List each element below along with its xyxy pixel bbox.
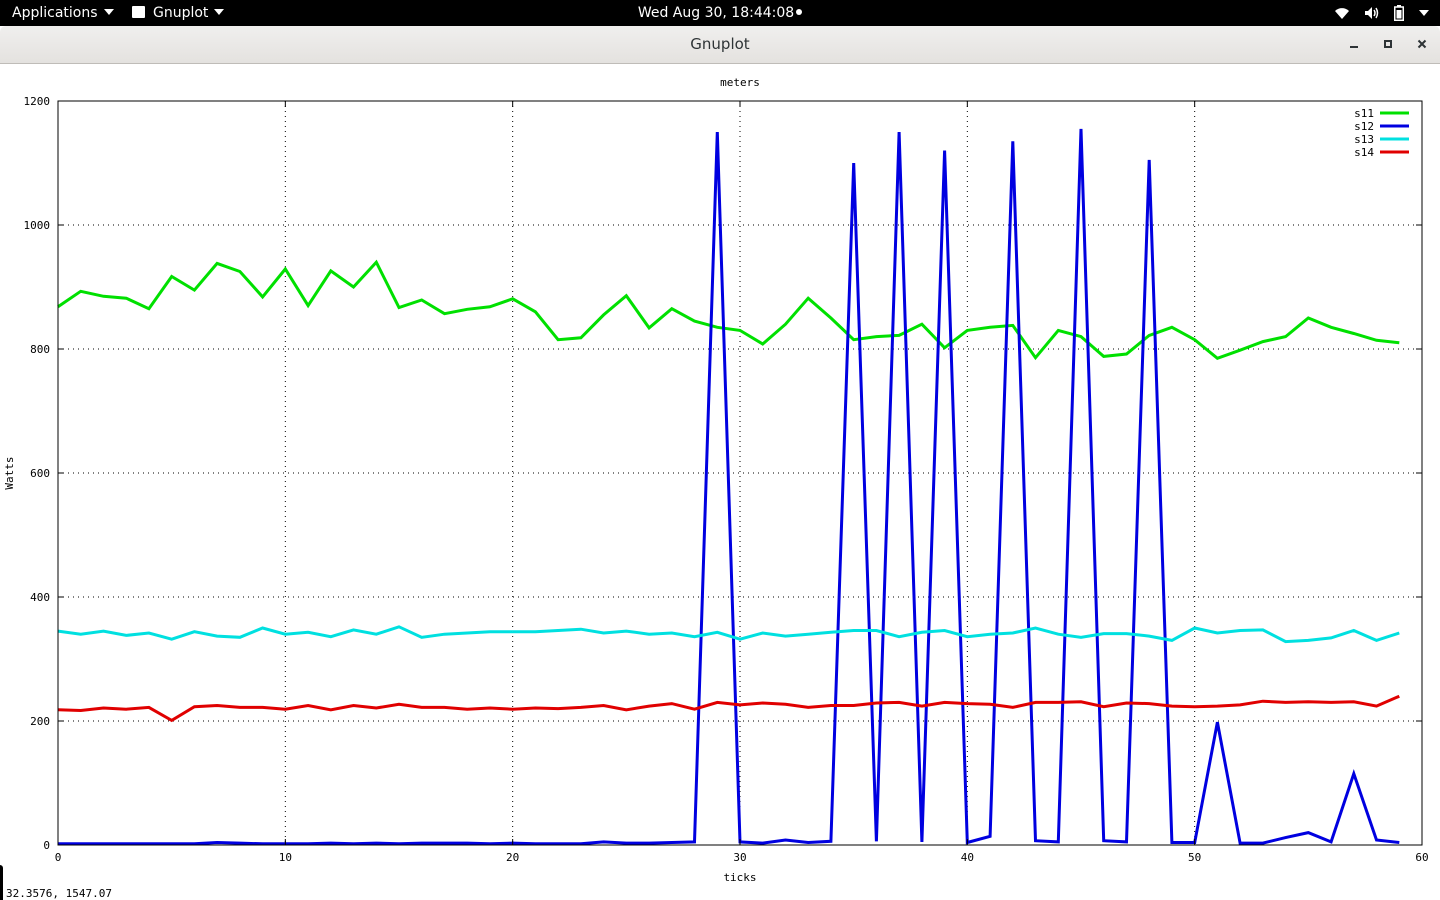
series-line-s12 (58, 128, 1400, 846)
clock[interactable]: Wed Aug 30, 18:44:08 (637, 5, 803, 21)
x-axis-label: ticks (723, 871, 756, 884)
x-tick-label: 50 (1188, 851, 1201, 864)
close-button[interactable] (1410, 32, 1434, 56)
x-tick-label: 0 (55, 851, 62, 864)
y-tick-label: 1200 (24, 95, 51, 108)
y-axis-label: Watts (3, 456, 16, 489)
clock-label: Wed Aug 30, 18:44:08 (637, 5, 795, 21)
minimize-icon (1350, 46, 1358, 48)
x-tick-label: 40 (961, 851, 974, 864)
app-menu[interactable]: Gnuplot (132, 0, 225, 26)
chevron-down-icon (103, 9, 114, 15)
applications-label: Applications (12, 5, 98, 21)
y-tick-label: 0 (43, 839, 50, 852)
legend-label-s14: s14 (1354, 146, 1374, 159)
close-icon (1417, 39, 1427, 49)
series-line-s11 (57, 259, 1400, 361)
battery-icon (1394, 5, 1404, 21)
y-tick-label: 1000 (24, 219, 51, 232)
y-tick-label: 400 (30, 591, 50, 604)
app-menu-label: Gnuplot (153, 5, 209, 21)
legend-label-s11: s11 (1354, 107, 1374, 120)
chart-title: meters (720, 76, 760, 89)
y-tick-label: 200 (30, 715, 50, 728)
x-tick-label: 10 (279, 851, 292, 864)
notification-dot-icon (796, 9, 803, 15)
volume-icon (1365, 7, 1379, 19)
top-bar: Applications Gnuplot Wed Aug 30, 18:44:0… (0, 0, 1440, 26)
series-line-s14 (57, 694, 1400, 723)
plot-frame (57, 100, 1423, 846)
x-tick-label: 20 (506, 851, 519, 864)
series-group (57, 128, 1400, 846)
minimize-button[interactable] (1342, 32, 1366, 56)
chevron-down-icon (214, 9, 225, 15)
window-icon (132, 6, 145, 18)
y-tick-label: 600 (30, 467, 50, 480)
maximize-button[interactable] (1376, 32, 1400, 56)
legend-label-s12: s12 (1354, 120, 1374, 133)
x-tick-label: 60 (1415, 851, 1428, 864)
legend-label-s13: s13 (1354, 133, 1374, 146)
window-titlebar[interactable]: Gnuplot (0, 26, 1440, 64)
power-menu-icon (1419, 10, 1429, 16)
clock-container: Wed Aug 30, 18:44:08 (0, 0, 1440, 26)
x-tick-label: 30 (733, 851, 746, 864)
maximize-icon (1384, 40, 1392, 48)
mouse-coordinates: 32.3576, 1547.07 (6, 887, 112, 900)
status-marker (0, 865, 3, 900)
applications-menu[interactable]: Applications (12, 0, 114, 26)
wifi-icon (1335, 8, 1349, 19)
system-tray[interactable] (1334, 0, 1430, 26)
series-line-s13 (57, 625, 1400, 644)
grid (58, 101, 1422, 845)
y-tick-label: 800 (30, 343, 50, 356)
window-title: Gnuplot (690, 35, 750, 53)
